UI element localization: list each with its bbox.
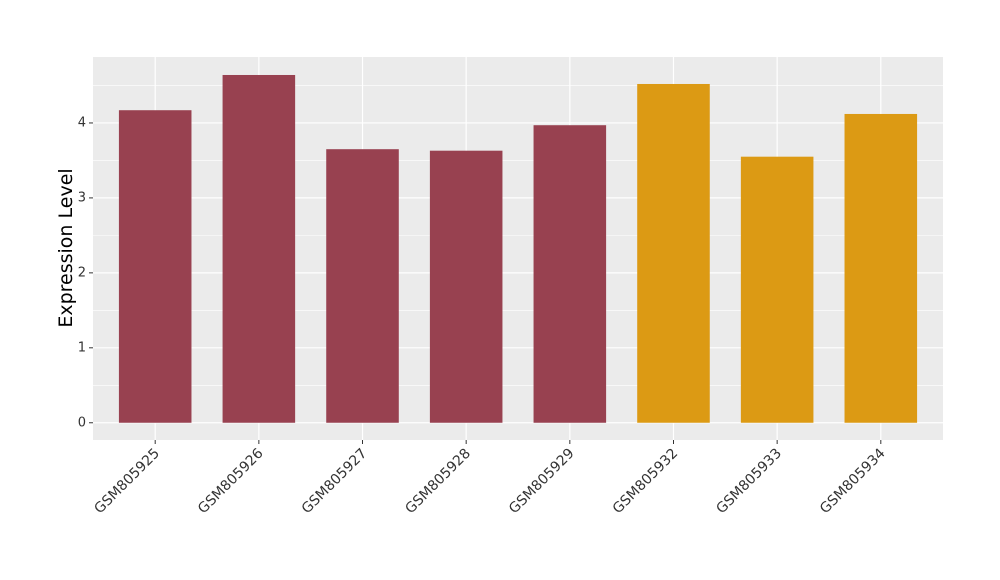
y-tick-label: 2 [78, 265, 86, 280]
bar [429, 150, 503, 423]
x-tick-label: GSM805926 [195, 445, 267, 517]
y-tick-label: 0 [78, 415, 86, 430]
y-tick-label: 3 [78, 190, 86, 205]
x-tick-label: GSM805929 [506, 446, 578, 518]
x-tick-label: GSM805927 [299, 446, 371, 518]
bar [326, 149, 399, 423]
x-tick-label: GSM805932 [610, 446, 682, 518]
panel [93, 57, 943, 440]
bar [637, 83, 710, 423]
x-tick-label: GSM805925 [91, 446, 163, 518]
y-tick-label: 4 [78, 115, 86, 130]
bar [222, 74, 296, 423]
bar [118, 110, 192, 423]
bar [740, 156, 814, 423]
x-tick-label: GSM805934 [817, 445, 889, 517]
y-axis-title: Expression Level [55, 168, 77, 327]
bar [844, 113, 918, 423]
x-tick-label: GSM805928 [402, 446, 474, 518]
y-tick-label: 1 [78, 340, 86, 355]
bar [533, 125, 607, 423]
x-tick-label: GSM805933 [713, 446, 785, 518]
